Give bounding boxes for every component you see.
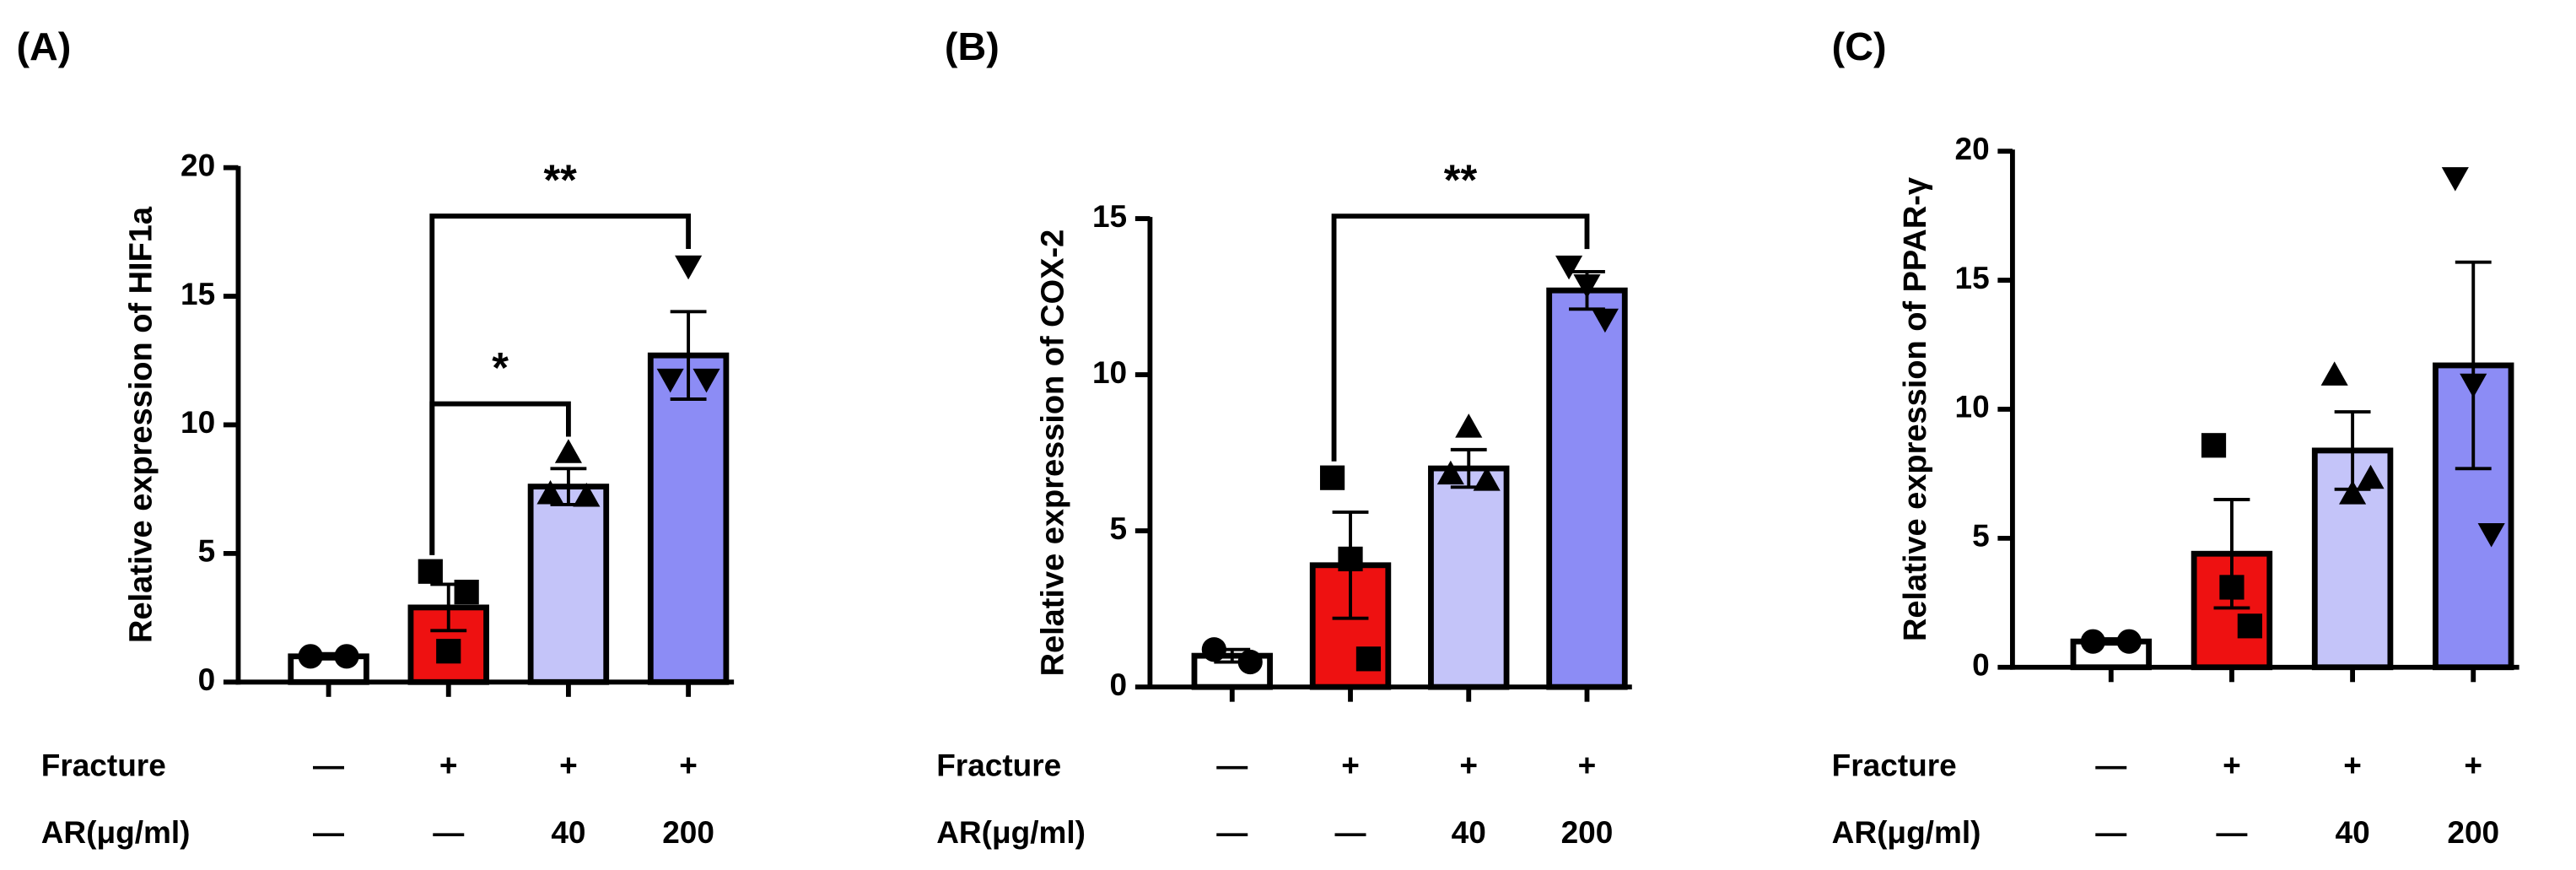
error-bar bbox=[670, 310, 707, 401]
panel-label: (B) bbox=[945, 24, 1000, 68]
y-tick-label: 10 bbox=[1954, 390, 1989, 424]
data-point bbox=[2460, 373, 2487, 398]
condition-value: 200 bbox=[1561, 815, 1614, 850]
y-tick-label: 15 bbox=[1092, 199, 1127, 234]
y-tick-label: 20 bbox=[181, 148, 215, 182]
data-point bbox=[454, 579, 479, 605]
condition-value: + bbox=[2223, 748, 2241, 782]
data-point bbox=[1555, 255, 1583, 280]
condition-value: — bbox=[1216, 748, 1248, 782]
condition-value: — bbox=[313, 748, 344, 782]
condition-value: + bbox=[1341, 748, 1360, 782]
condition-label: Fracture bbox=[1832, 748, 1957, 782]
condition-value: — bbox=[433, 815, 464, 850]
panel-label: (A) bbox=[17, 24, 72, 68]
data-point bbox=[1436, 460, 1464, 485]
y-tick-label: 15 bbox=[181, 277, 215, 311]
condition-value: + bbox=[1578, 748, 1597, 782]
condition-label: AR(μg/ml) bbox=[936, 815, 1086, 850]
significance-label: * bbox=[492, 343, 509, 392]
condition-value: 40 bbox=[1452, 815, 1486, 850]
condition-value: — bbox=[2095, 815, 2126, 850]
data-point bbox=[2339, 480, 2367, 505]
data-point bbox=[334, 644, 359, 669]
significance-bracket bbox=[429, 213, 692, 555]
data-point bbox=[693, 368, 720, 393]
y-axis-label: Relative expression of HIF1a bbox=[124, 206, 159, 643]
data-point bbox=[2201, 433, 2227, 458]
data-point bbox=[1455, 413, 1483, 438]
data-point bbox=[298, 644, 323, 669]
data-point bbox=[1338, 546, 1363, 572]
y-tick-label: 5 bbox=[1972, 519, 1990, 554]
y-tick-label: 5 bbox=[198, 534, 216, 569]
condition-value: + bbox=[679, 748, 698, 782]
bar bbox=[527, 484, 610, 685]
condition-value: + bbox=[439, 748, 458, 782]
bar bbox=[1546, 287, 1628, 690]
data-point bbox=[675, 255, 703, 280]
y-tick-label: 20 bbox=[1954, 132, 1989, 166]
data-point bbox=[1201, 637, 1226, 662]
condition-value: 200 bbox=[2447, 815, 2499, 850]
panel-label: (C) bbox=[1832, 24, 1887, 68]
condition-value: + bbox=[1459, 748, 1478, 782]
condition-value: — bbox=[1216, 815, 1248, 850]
condition-value: 200 bbox=[662, 815, 714, 850]
condition-label: Fracture bbox=[41, 748, 166, 782]
y-tick-label: 10 bbox=[1092, 355, 1127, 390]
data-point bbox=[2441, 167, 2469, 192]
condition-label: AR(μg/ml) bbox=[41, 815, 191, 850]
data-point bbox=[436, 639, 461, 664]
data-point bbox=[1355, 646, 1382, 672]
data-point bbox=[1573, 274, 1601, 299]
condition-value: 40 bbox=[551, 815, 585, 850]
y-tick-label: 5 bbox=[1110, 511, 1128, 546]
condition-value: 40 bbox=[2336, 815, 2370, 850]
y-tick-label: 15 bbox=[1954, 261, 1989, 295]
y-tick-label: 0 bbox=[1972, 648, 1990, 683]
data-point bbox=[2116, 629, 2142, 654]
condition-label: Fracture bbox=[936, 748, 1061, 782]
bar bbox=[1428, 465, 1510, 690]
bar bbox=[647, 352, 730, 685]
significance-label: ** bbox=[1444, 156, 1478, 204]
error-bar bbox=[2455, 260, 2492, 471]
data-point bbox=[2237, 613, 2262, 639]
data-point bbox=[1473, 467, 1501, 491]
data-point bbox=[1591, 308, 1619, 333]
data-point bbox=[2357, 464, 2385, 489]
condition-value: + bbox=[559, 748, 578, 782]
data-point bbox=[656, 368, 684, 393]
data-point bbox=[554, 439, 582, 463]
data-point bbox=[418, 559, 443, 584]
y-tick-label: 0 bbox=[198, 662, 216, 697]
condition-value: — bbox=[2095, 748, 2126, 782]
condition-value: + bbox=[2464, 748, 2482, 782]
data-point bbox=[1319, 465, 1345, 490]
data-point bbox=[2477, 523, 2505, 548]
condition-value: — bbox=[2216, 815, 2247, 850]
data-point bbox=[1237, 649, 1263, 675]
condition-label: AR(μg/ml) bbox=[1832, 815, 1981, 850]
condition-value: — bbox=[1335, 815, 1366, 850]
data-point bbox=[573, 483, 601, 507]
y-tick-label: 10 bbox=[181, 405, 215, 440]
data-point bbox=[2080, 629, 2105, 654]
y-axis-label: Relative expression of COX-2 bbox=[1035, 230, 1070, 677]
condition-value: + bbox=[2343, 748, 2362, 782]
y-axis-label: Relative expression of PPAR-γ bbox=[1898, 177, 1933, 641]
significance-label: ** bbox=[543, 155, 577, 203]
condition-value: — bbox=[313, 815, 344, 850]
data-point bbox=[536, 479, 564, 505]
y-tick-label: 0 bbox=[1110, 667, 1128, 702]
data-point bbox=[2219, 575, 2245, 600]
data-point bbox=[2320, 361, 2348, 386]
significance-bracket bbox=[1331, 213, 1590, 462]
